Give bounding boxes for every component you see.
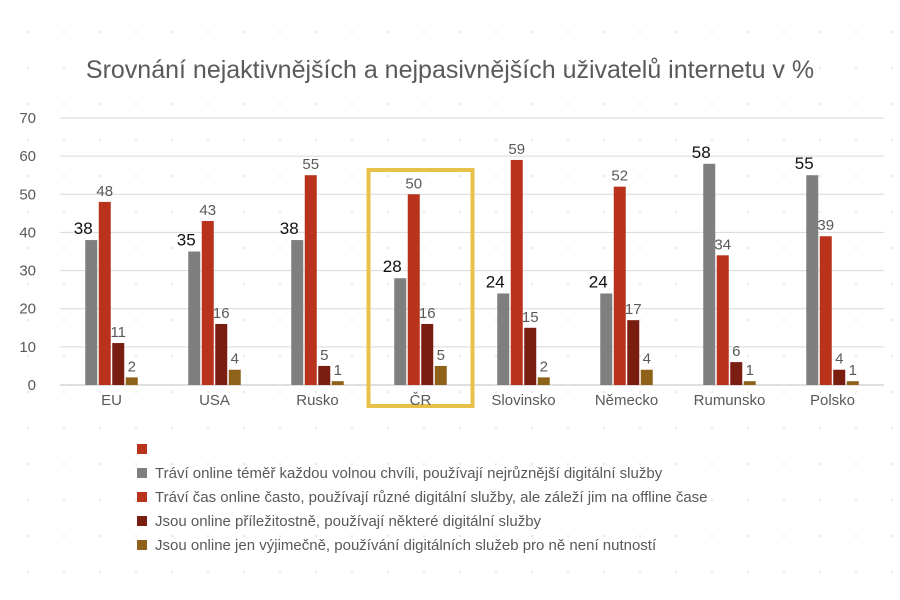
bar: [201, 220, 214, 385]
data-label: 4: [231, 351, 239, 368]
legend-swatch: [137, 492, 147, 503]
x-category-label: EU: [101, 392, 122, 409]
legend-label: Jsou online příležitostně, používají něk…: [155, 513, 542, 530]
legend-item: Jsou online příležitostně, používají něk…: [137, 510, 708, 534]
y-tick-label: 10: [19, 339, 36, 356]
legend-item-extra: [137, 438, 708, 462]
legend-label: Jsou online jen výjimečně, používání dig…: [155, 537, 657, 554]
bar: [331, 381, 344, 385]
data-label: 59: [508, 141, 525, 158]
bar: [421, 323, 434, 385]
bar: [833, 369, 846, 385]
x-category-label: Rumunsko: [694, 392, 766, 409]
data-label: 4: [835, 351, 843, 368]
data-label: 28: [383, 257, 402, 276]
legend-swatch: [137, 516, 147, 527]
x-category-label: Polsko: [810, 392, 855, 409]
x-category-label: Německo: [595, 392, 658, 409]
bar: [627, 320, 640, 385]
y-tick-label: 20: [19, 301, 36, 318]
data-label: 16: [213, 305, 230, 322]
bar: [497, 293, 510, 385]
bar: [524, 327, 537, 385]
x-category-label: Slovinsko: [491, 392, 555, 409]
data-label: 11: [110, 324, 126, 341]
data-label: 24: [486, 272, 505, 291]
bar: [85, 240, 98, 385]
data-label: 48: [96, 183, 113, 200]
bar: [318, 365, 331, 385]
x-category-label: USA: [199, 392, 230, 409]
bar: [537, 377, 550, 385]
bar: [215, 323, 228, 385]
data-label: 38: [74, 219, 93, 238]
bar: [703, 163, 716, 385]
data-label: 16: [419, 305, 436, 322]
bar: [407, 194, 420, 385]
bar: [434, 365, 447, 385]
bar: [125, 377, 138, 385]
data-label: 39: [817, 217, 834, 234]
legend-label: Tráví čas online často, používají různé …: [155, 489, 708, 506]
bar: [743, 381, 756, 385]
chart-title: Srovnání nejaktivnějších a nejpasivnější…: [85, 56, 815, 84]
data-label: 15: [522, 309, 539, 326]
legend-item: Jsou online jen výjimečně, používání dig…: [137, 534, 708, 558]
legend-label: Tráví online téměř každou volnou chvíli,…: [155, 465, 663, 482]
data-label: 55: [795, 154, 814, 173]
data-label: 24: [589, 272, 608, 291]
data-label: 5: [320, 347, 328, 364]
bar: [394, 278, 407, 385]
y-tick-label: 60: [19, 148, 36, 165]
bar: [716, 255, 729, 385]
y-tick-label: 30: [19, 263, 36, 280]
data-label: 38: [280, 219, 299, 238]
data-label: 35: [177, 231, 196, 250]
data-label: 55: [302, 156, 319, 173]
bar: [510, 159, 523, 385]
data-label: 1: [334, 362, 342, 379]
data-label: 2: [128, 358, 136, 375]
legend-swatch-extra: [137, 444, 147, 455]
bar: [112, 343, 125, 385]
data-label: 1: [746, 362, 754, 379]
bar-chart: 0102030405060703848112EU3543164USA385551…: [19, 110, 884, 409]
bar: [600, 293, 613, 385]
legend-swatch: [137, 468, 147, 479]
data-label: 52: [611, 168, 628, 185]
data-label: 58: [692, 143, 711, 162]
chart-legend: Tráví online téměř každou volnou chvíli,…: [137, 438, 708, 558]
data-label: 43: [199, 202, 216, 219]
highlight-box: [366, 168, 475, 408]
data-label: 6: [732, 343, 740, 360]
bar: [730, 362, 743, 385]
data-label: 4: [643, 351, 651, 368]
bar: [188, 251, 201, 385]
y-tick-label: 0: [28, 377, 36, 394]
bar: [613, 186, 626, 385]
legend-item: Tráví online téměř každou volnou chvíli,…: [137, 462, 708, 486]
y-tick-label: 40: [19, 224, 36, 241]
data-label: 17: [625, 301, 642, 318]
data-label: 50: [405, 175, 422, 192]
data-label: 1: [849, 362, 857, 379]
x-category-label: ČR: [410, 392, 432, 409]
bar: [228, 369, 241, 385]
y-tick-label: 70: [19, 110, 36, 127]
legend-swatch: [137, 540, 147, 551]
bar: [98, 201, 111, 385]
bar: [640, 369, 653, 385]
y-tick-label: 50: [19, 186, 36, 203]
bar: [304, 175, 317, 385]
bar: [291, 240, 304, 385]
bar: [819, 236, 832, 385]
x-category-label: Rusko: [296, 392, 339, 409]
bar: [846, 381, 859, 385]
bar: [806, 175, 819, 385]
legend-item: Tráví čas online často, používají různé …: [137, 486, 708, 510]
data-label: 5: [437, 347, 445, 364]
data-label: 34: [714, 236, 731, 253]
data-label: 2: [540, 358, 548, 375]
